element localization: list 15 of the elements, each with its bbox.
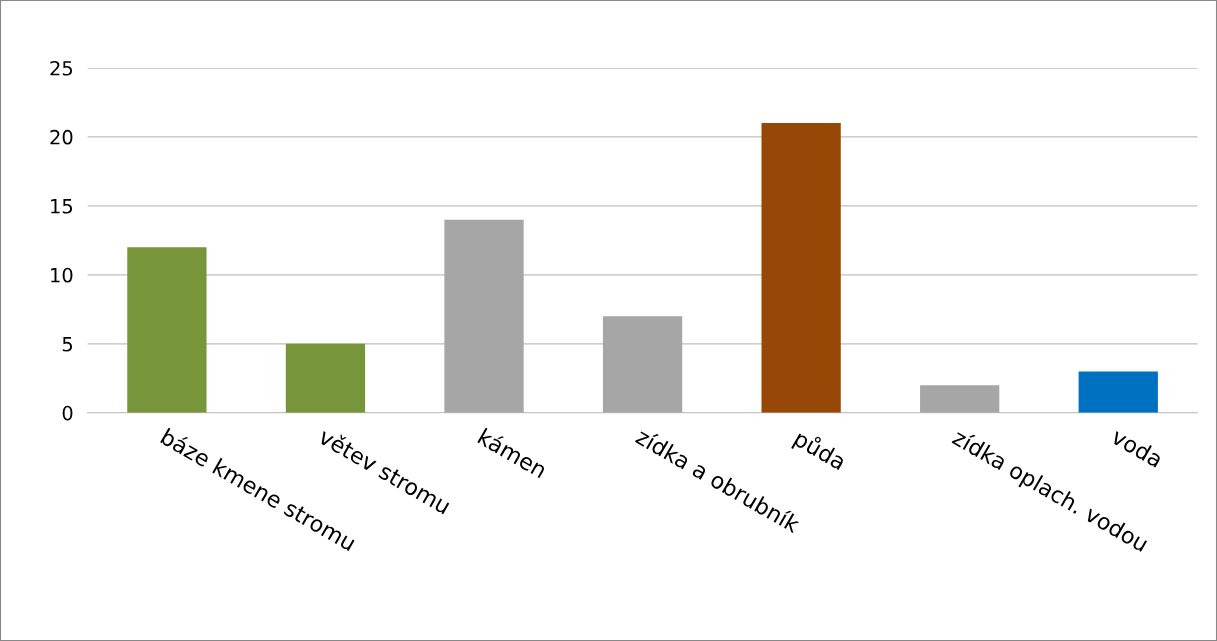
- x-tick-label: půda: [791, 427, 848, 474]
- bar: [127, 247, 207, 413]
- y-tick-label: 5: [62, 337, 73, 352]
- y-tick-label: 10: [51, 267, 73, 283]
- bar: [285, 343, 366, 413]
- bar: [920, 385, 1000, 413]
- bar: [1078, 371, 1158, 413]
- x-tick-label: voda: [1110, 427, 1164, 468]
- bar: [602, 316, 683, 413]
- bar: [761, 123, 841, 413]
- y-tick-label: 15: [51, 199, 73, 214]
- y-tick-label: 0: [62, 405, 73, 421]
- y-tick-label: 25: [50, 60, 73, 76]
- y-tick-label: 20: [50, 129, 73, 145]
- bar: [444, 219, 524, 413]
